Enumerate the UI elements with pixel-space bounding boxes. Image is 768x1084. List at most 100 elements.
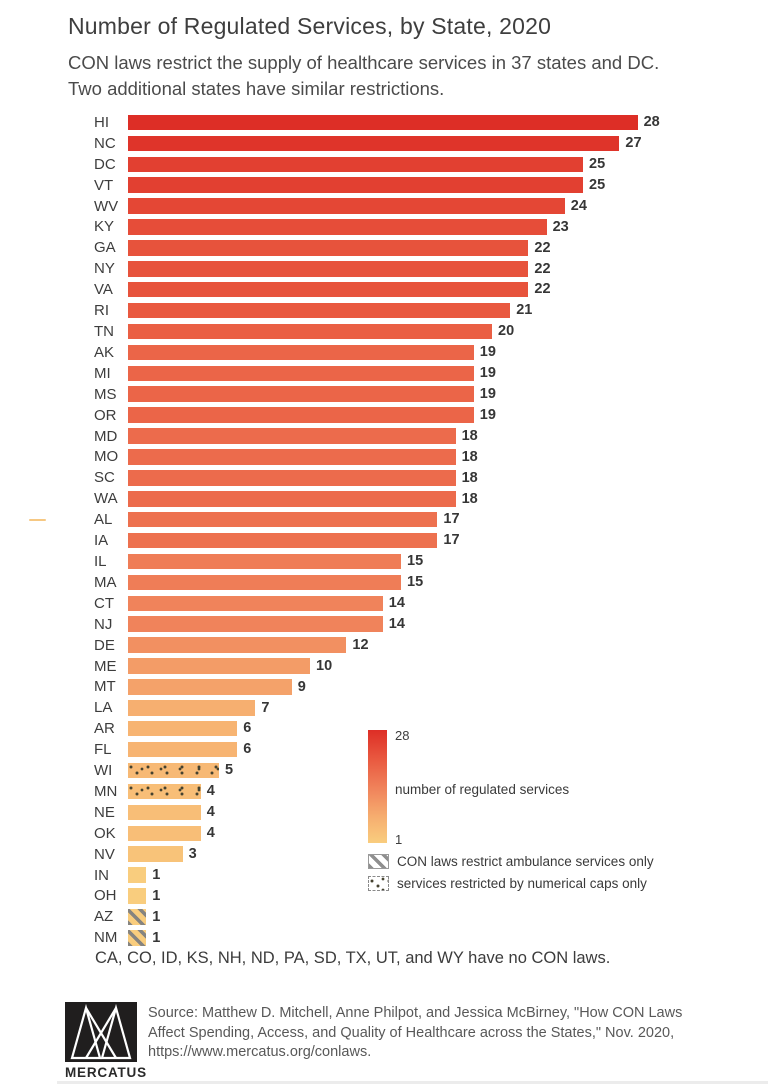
subtitle-line-1: CON laws restrict the supply of healthca… (68, 52, 660, 73)
bar-value-AZ: 1 (152, 908, 161, 925)
bar-row-TN: TN 20 (94, 321, 660, 342)
bar-value-GA: 22 (534, 239, 551, 256)
bar-NJ (128, 616, 383, 632)
colorbar-gradient (368, 730, 387, 843)
bar-HI (128, 114, 638, 131)
decorative-dash (29, 519, 46, 521)
bar-value-MT: 9 (297, 678, 306, 695)
colorbar-max-label: 28 (395, 728, 410, 743)
state-label-NM: NM (94, 929, 118, 947)
source-line-1: Source: Matthew D. Mitchell, Anne Philpo… (148, 1005, 683, 1021)
state-label-GA: GA (94, 239, 116, 257)
bar-value-WI: 5 (225, 762, 234, 779)
bar-row-DC: DC 25 (94, 154, 660, 175)
bar-OH (128, 888, 147, 904)
bar-row-DE: DE 12 (94, 635, 660, 656)
state-label-MO: MO (94, 448, 119, 466)
bar-value-VA: 22 (534, 281, 551, 298)
source-citation: Source: Matthew D. Mitchell, Anne Philpo… (148, 1004, 682, 1063)
state-label-DC: DC (94, 155, 116, 173)
bar-AR (128, 720, 238, 737)
state-label-OK: OK (94, 824, 116, 842)
colorbar-title: number of regulated services (395, 782, 570, 797)
state-label-NY: NY (94, 260, 115, 278)
state-label-AR: AR (94, 720, 115, 738)
state-label-LA: LA (94, 699, 113, 717)
bar-row-NC: NC 27 (94, 133, 660, 154)
state-label-WV: WV (94, 197, 119, 215)
bar-value-SC: 18 (461, 469, 478, 486)
bar-value-HI: 28 (643, 114, 660, 131)
state-label-NE: NE (94, 803, 115, 821)
bar-value-MD: 18 (461, 427, 478, 444)
bar-row-IL: IL 15 (94, 551, 660, 572)
bar-OR (128, 407, 474, 423)
state-label-VA: VA (94, 281, 113, 299)
ambulance-pattern-swatch (368, 854, 389, 869)
state-label-SC: SC (94, 469, 115, 487)
state-label-WA: WA (94, 490, 118, 508)
bar-CT (128, 595, 383, 612)
bar-IA (128, 532, 438, 549)
bar-value-DC: 25 (589, 156, 606, 173)
bar-value-OH: 1 (152, 887, 161, 904)
bar-value-TN: 20 (498, 323, 515, 340)
state-label-MA: MA (94, 573, 117, 591)
state-label-MD: MD (94, 427, 118, 445)
page-title: Number of Regulated Services, by State, … (68, 13, 552, 39)
state-label-MS: MS (94, 385, 117, 403)
bar-RI (128, 302, 511, 319)
bar-row-MA: MA 15 (94, 572, 660, 593)
bar-MA (128, 574, 401, 591)
bar-MO (128, 449, 456, 465)
bar-FL (128, 741, 238, 758)
bar-row-RI: RI 21 (94, 300, 660, 321)
bar-value-AL: 17 (443, 511, 460, 528)
state-label-KY: KY (94, 218, 115, 236)
bar-value-KY: 23 (552, 218, 569, 235)
bar-row-SC: SC 18 (94, 467, 660, 488)
bar-row-ME: ME 10 (94, 656, 660, 677)
state-label-NC: NC (94, 134, 116, 152)
bar-IN (128, 867, 147, 883)
bar-WI (128, 762, 219, 779)
bar-NM (128, 930, 147, 946)
mercatus-logo: MERCATUS (65, 1002, 146, 1080)
bar-VA (128, 281, 529, 298)
bar-row-MN: MN 4 (94, 781, 660, 802)
bar-ME (128, 658, 310, 674)
bar-GA (128, 240, 529, 256)
state-label-ME: ME (94, 657, 117, 675)
no-con-laws-note: CA, CO, ID, KS, NH, ND, PA, SD, TX, UT, … (95, 949, 611, 967)
bar-value-MI: 19 (479, 365, 496, 382)
bar-DE (128, 637, 347, 653)
bar-value-FL: 6 (243, 741, 252, 758)
caps-pattern-label: services restricted by numerical caps on… (397, 876, 647, 891)
bar-MS (128, 386, 474, 402)
bar-row-AZ: AZ 1 (94, 906, 660, 927)
state-label-OH: OH (94, 887, 117, 905)
state-label-RI: RI (94, 302, 109, 320)
chart-legend: 28 number of regulated services 1 CON la… (368, 728, 728, 898)
legend-row-caps: services restricted by numerical caps on… (368, 876, 647, 891)
bar-row-NY: NY 22 (94, 258, 660, 279)
bar-MI (128, 365, 474, 382)
bar-AL (128, 511, 438, 528)
bar-row-IN: IN 1 (94, 865, 660, 886)
bar-row-OH: OH 1 (94, 886, 660, 907)
bar-row-KY: KY 23 (94, 217, 660, 238)
state-label-CT: CT (94, 594, 114, 612)
bar-MD (128, 428, 456, 444)
bar-value-AR: 6 (243, 720, 252, 737)
state-label-AZ: AZ (94, 908, 114, 926)
bar-OK (128, 825, 201, 842)
bar-value-IN: 1 (152, 866, 161, 883)
bar-value-OK: 4 (206, 825, 215, 842)
bar-value-LA: 7 (261, 699, 270, 716)
bar-value-WA: 18 (461, 490, 478, 507)
bar-value-VT: 25 (589, 176, 606, 193)
bar-WV (128, 198, 565, 214)
bar-row-AR: AR 6 (94, 718, 660, 739)
bar-KY (128, 219, 547, 235)
state-label-AL: AL (94, 511, 113, 529)
